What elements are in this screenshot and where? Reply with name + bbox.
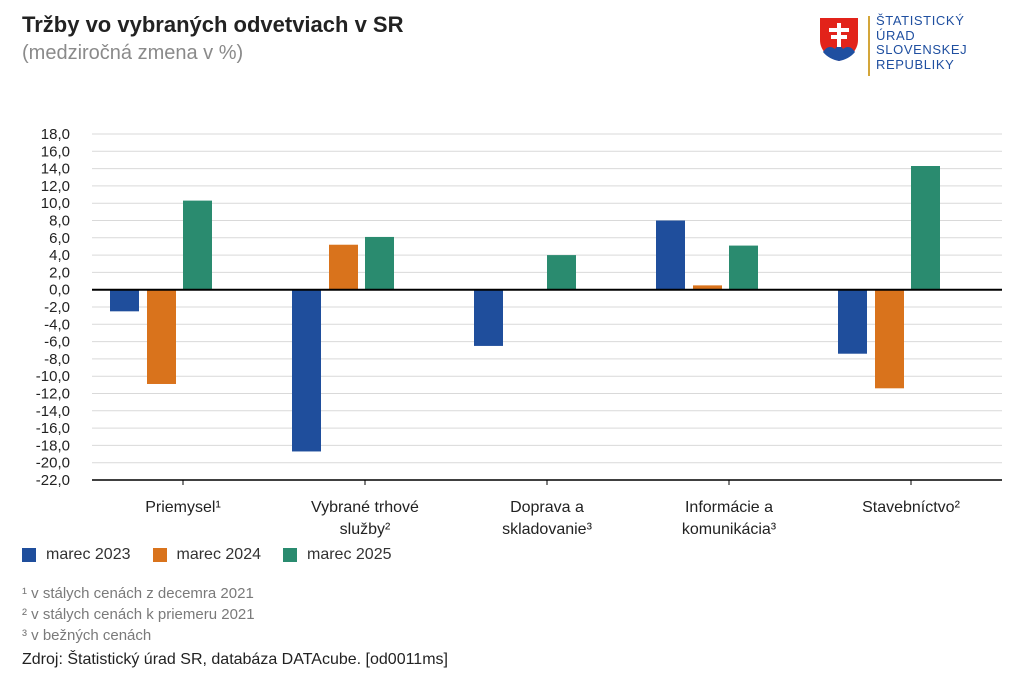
bar-marec-2023-2: [474, 289, 503, 346]
bar-marec-2024-0: [147, 289, 176, 384]
logo-line: ŠTATISTICKÝ: [876, 13, 965, 28]
y-tick-label: -18,0: [36, 437, 70, 454]
legend-label-2024: marec 2024: [176, 546, 262, 563]
chart-title: Tržby vo vybraných odvetviach v SR: [22, 12, 404, 37]
bar-marec-2024-1: [329, 244, 358, 290]
x-category-label: Vybrané trhové: [311, 499, 419, 516]
y-tick-label: -6,0: [44, 334, 70, 351]
footnote: ² v stálych cenách k priemeru 2021: [22, 606, 255, 623]
y-tick-label: -14,0: [36, 403, 70, 420]
chart-legend: marec 2023 marec 2024 marec 2025: [22, 546, 414, 564]
x-category-label: Stavebníctvo²: [862, 499, 961, 516]
bar-marec-2023-1: [292, 289, 321, 452]
legend-item-2023: marec 2023: [22, 546, 131, 564]
logo-line: REPUBLIKY: [876, 56, 955, 72]
y-tick-label: 14,0: [41, 161, 70, 178]
su-sr-logo: ŠTATISTICKÝ ÚRAD SLOVENSKEJ REPUBLIKY: [818, 13, 1008, 78]
y-tick-label: 12,0: [41, 178, 70, 195]
bar-marec-2023-0: [110, 289, 139, 312]
bar-marec-2023-4: [838, 289, 867, 354]
bar-marec-2024-3: [693, 285, 722, 290]
bar-marec-2023-3: [656, 220, 685, 290]
bar-marec-2025-4: [911, 166, 940, 290]
logo-line: ÚRAD: [876, 27, 916, 43]
x-category-label: služby²: [340, 521, 391, 538]
y-tick-label: -8,0: [44, 351, 70, 368]
slovak-coat-of-arms-icon: [820, 18, 858, 61]
y-tick-label: 0,0: [49, 282, 70, 299]
y-tick-label: 2,0: [49, 264, 70, 281]
bar-marec-2025-0: [183, 200, 212, 290]
footnotes: ¹ v stálych cenách z decemra 2021 ² v st…: [22, 583, 255, 646]
x-category-label: Priemysel¹: [145, 499, 221, 516]
chart-subtitle: (medziročná zmena v %): [22, 42, 244, 64]
y-tick-label: -10,0: [36, 368, 70, 385]
y-tick-label: 6,0: [49, 230, 70, 247]
footnote: ³ v bežných cenách: [22, 627, 152, 644]
bar-chart: 18,016,014,012,010,08,06,04,02,00,0-2,0-…: [36, 126, 1002, 538]
logo-divider: [868, 16, 870, 76]
bar-marec-2025-3: [729, 245, 758, 290]
bar-marec-2024-4: [875, 289, 904, 389]
y-tick-label: -2,0: [44, 299, 70, 316]
legend-item-2024: marec 2024: [152, 546, 262, 564]
x-category-label: komunikácia³: [682, 521, 777, 538]
legend-item-2025: marec 2025: [283, 546, 392, 564]
y-tick-label: -20,0: [36, 455, 70, 472]
y-tick-label: -4,0: [44, 316, 70, 333]
legend-swatch-2024: [152, 548, 167, 562]
x-category-label: Informácie a: [685, 499, 773, 516]
y-tick-label: 16,0: [41, 143, 70, 160]
bar-marec-2025-1: [365, 236, 394, 290]
legend-swatch-2025: [283, 548, 297, 562]
y-tick-label: 8,0: [49, 213, 70, 230]
x-category-label: skladovanie³: [502, 521, 593, 538]
legend-swatch-2023: [22, 548, 36, 562]
y-tick-label: -12,0: [36, 386, 70, 403]
y-tick-label: 10,0: [41, 195, 70, 212]
y-tick-label: -22,0: [36, 472, 70, 489]
source-note: Zdroj: Štatistický úrad SR, databáza DAT…: [22, 651, 448, 668]
bar-marec-2025-2: [547, 255, 576, 290]
x-category-label: Doprava a: [510, 499, 584, 516]
y-tick-label: 4,0: [49, 247, 70, 264]
footnote: ¹ v stálych cenách z decemra 2021: [22, 585, 254, 602]
y-tick-label: 18,0: [41, 126, 70, 143]
y-tick-label: -16,0: [36, 420, 70, 437]
legend-label-2023: marec 2023: [46, 546, 131, 563]
logo-text: ŠTATISTICKÝ ÚRAD SLOVENSKEJ REPUBLIKY: [876, 13, 968, 72]
logo-line: SLOVENSKEJ: [876, 42, 968, 57]
legend-label-2025: marec 2025: [307, 546, 392, 563]
